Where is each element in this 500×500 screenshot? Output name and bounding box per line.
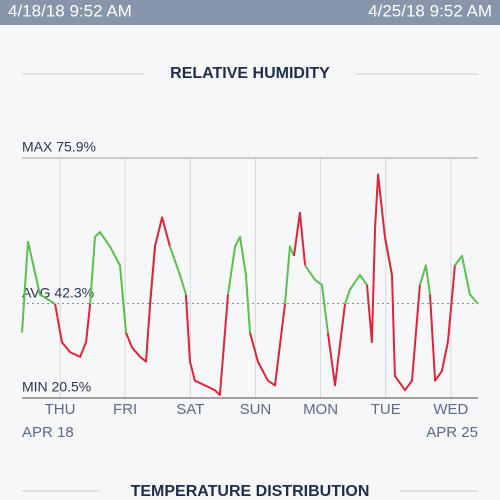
x-tick-label: THU [45, 401, 76, 418]
y-tick-label: AVG 42.3% [22, 284, 94, 300]
humidity-line [21, 231, 479, 333]
start-time: 4/18/18 9:52 AM [8, 1, 132, 20]
section-title: TEMPERATURE DISTRIBUTION [131, 483, 370, 500]
end-time: 4/25/18 9:52 AM [368, 1, 492, 20]
x-tick-label: FRI [113, 401, 137, 418]
x-tick-label: SUN [240, 401, 272, 418]
range-start: APR 18 [22, 424, 74, 441]
header-bar [0, 0, 500, 25]
plot: THU FRI SAT SUN MON TUE WED APR 18 APR 25 MAX 75.… [21, 139, 479, 441]
y-tick-label: MIN 20.5% [22, 379, 91, 395]
x-tick-label: SAT [176, 401, 204, 418]
y-tick-label: MAX 75.9% [22, 139, 96, 155]
range-end: APR 25 [426, 424, 478, 441]
title-gap [100, 480, 400, 500]
x-tick-label: MON [303, 401, 338, 418]
humidity-line [54, 173, 456, 396]
chart-title: RELATIVE HUMIDITY [170, 65, 330, 82]
title-gap [145, 62, 355, 86]
x-tick-label: TUE [371, 401, 401, 418]
x-tick-label: WED [433, 401, 468, 418]
